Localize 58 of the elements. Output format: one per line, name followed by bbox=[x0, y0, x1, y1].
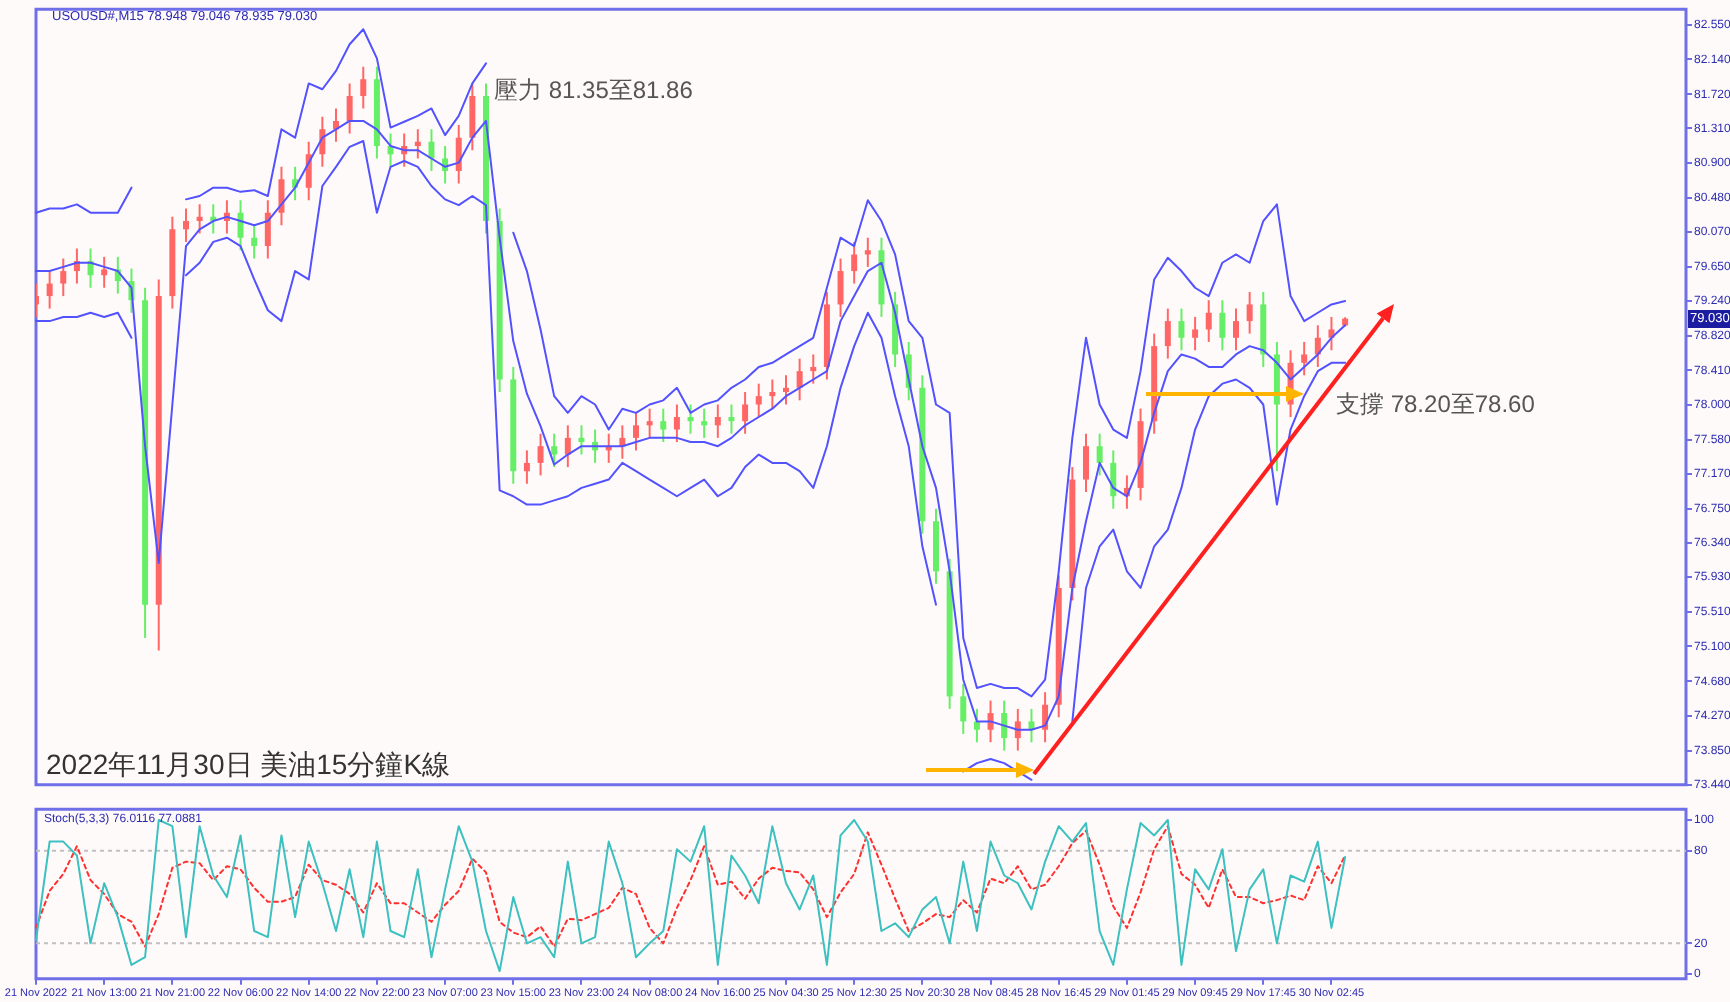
candlestick bbox=[1219, 299, 1226, 352]
candlestick bbox=[755, 382, 762, 419]
candlestick bbox=[1178, 307, 1185, 352]
candlestick bbox=[714, 403, 721, 439]
candlestick bbox=[578, 424, 585, 456]
candlestick bbox=[237, 199, 244, 252]
candlestick bbox=[278, 165, 285, 227]
candlestick bbox=[1083, 432, 1089, 494]
candlestick bbox=[742, 391, 749, 435]
candlestick bbox=[1028, 707, 1035, 744]
candlestick bbox=[796, 357, 803, 402]
candlestick bbox=[687, 403, 694, 435]
candlestick bbox=[673, 403, 680, 444]
candlestick bbox=[1164, 307, 1171, 360]
candlestick bbox=[551, 432, 558, 469]
candlestick bbox=[810, 353, 817, 385]
candlestick bbox=[646, 407, 653, 439]
candlestick bbox=[1301, 340, 1308, 377]
candlestick bbox=[46, 270, 53, 310]
candlestick bbox=[660, 407, 667, 444]
annotation: 支撐 78.20至78.60 bbox=[1336, 390, 1535, 419]
candlestick bbox=[469, 82, 476, 152]
candlestick bbox=[1192, 315, 1199, 352]
candlestick bbox=[264, 199, 271, 260]
candlestick bbox=[783, 374, 789, 406]
candlestick bbox=[101, 255, 108, 289]
candlestick bbox=[414, 128, 421, 160]
candlestick bbox=[769, 378, 776, 410]
candlestick bbox=[564, 424, 571, 469]
candlestick bbox=[196, 203, 203, 235]
candlestick bbox=[864, 236, 871, 268]
candlestick bbox=[346, 82, 353, 135]
candlestick bbox=[960, 682, 967, 735]
candlestick bbox=[987, 699, 994, 744]
candlestick bbox=[251, 224, 258, 260]
candlestick bbox=[728, 403, 735, 435]
candlestick bbox=[701, 407, 708, 439]
annotation: 2022年11月30日 美油15分鐘K線 bbox=[46, 748, 451, 781]
candlestick bbox=[633, 411, 639, 452]
candlestick bbox=[1001, 699, 1008, 752]
candlestick bbox=[428, 128, 435, 172]
candlestick bbox=[837, 257, 844, 318]
candlestick bbox=[1096, 432, 1103, 477]
candlestick bbox=[523, 449, 530, 485]
candlestick bbox=[1233, 307, 1239, 352]
candlestick bbox=[851, 240, 858, 285]
annotation: 壓力 81.35至81.86 bbox=[494, 76, 693, 105]
candlestick bbox=[537, 432, 544, 477]
candlestick bbox=[1205, 299, 1212, 343]
candlestick bbox=[1328, 315, 1335, 352]
candlestick bbox=[305, 140, 312, 202]
candlestick bbox=[183, 207, 189, 243]
candlestick bbox=[973, 707, 980, 744]
candlestick bbox=[60, 257, 67, 298]
candlestick bbox=[1014, 707, 1021, 752]
line-series bbox=[35, 825, 1347, 948]
candlestick bbox=[360, 65, 367, 110]
candlestick bbox=[1246, 290, 1253, 335]
